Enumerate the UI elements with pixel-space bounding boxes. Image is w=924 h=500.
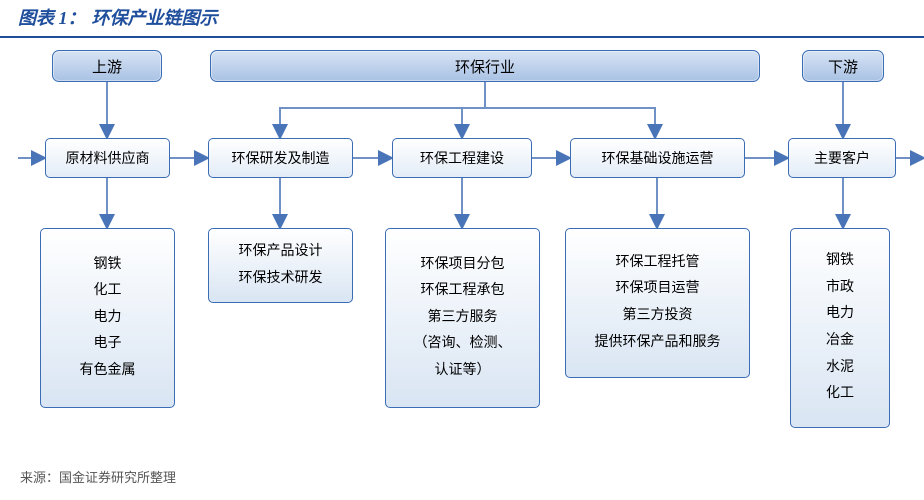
- flow-operation: 环保基础设施运营: [570, 138, 745, 178]
- detail-construction-detail: 环保项目分包环保工程承包第三方服务（咨询、检测、认证等）: [385, 228, 540, 408]
- flow-row: 原材料供应商环保研发及制造环保工程建设环保基础设施运营 主要客户: [0, 138, 924, 180]
- detail-line: 化工: [826, 381, 854, 408]
- detail-line: 环保技术研发: [239, 266, 323, 293]
- source-text: 来源：国金证券研究所整理: [20, 467, 176, 486]
- detail-line: 环保工程承包: [421, 278, 505, 305]
- detail-operation-detail: 环保工程托管环保项目运营第三方投资提供环保产品和服务: [565, 228, 750, 378]
- detail-line: 环保产品设计: [239, 239, 323, 266]
- diagram-area: 上游 环保行业 下游 原材料供应商环保研发及制造环保工程建设环保基础设施运营 主要客户…: [0, 38, 924, 458]
- header-upstream: 上游: [52, 50, 162, 82]
- detail-supplier-detail: 钢铁化工电力电子有色金属: [40, 228, 175, 408]
- detail-line: 第三方投资: [623, 303, 693, 330]
- flow-construction: 环保工程建设: [392, 138, 532, 178]
- title-prefix: 图表 1：: [18, 4, 86, 30]
- header-row: 上游 环保行业 下游: [0, 50, 924, 84]
- detail-line: （咨询、检测、: [414, 331, 512, 358]
- detail-line: 化工: [94, 278, 122, 305]
- detail-line: 钢铁: [826, 248, 854, 275]
- detail-rd-detail: 环保产品设计环保技术研发: [208, 228, 353, 303]
- flow-customer: 主要客户: [788, 138, 896, 178]
- detail-customer-detail: 钢铁市政电力冶金水泥化工: [790, 228, 890, 428]
- detail-line: 环保工程托管: [616, 250, 700, 277]
- detail-line: 钢铁: [94, 252, 122, 279]
- flow-rd: 环保研发及制造: [208, 138, 353, 178]
- detail-line: 市政: [826, 275, 854, 302]
- header-industry: 环保行业: [210, 50, 760, 82]
- detail-line: 冶金: [826, 328, 854, 355]
- detail-line: 水泥: [826, 355, 854, 382]
- header-downstream: 下游: [802, 50, 884, 82]
- detail-line: 提供环保产品和服务: [595, 330, 721, 357]
- detail-line: 认证等）: [435, 358, 491, 385]
- detail-line: 有色金属: [80, 358, 136, 385]
- detail-line: 第三方服务: [428, 305, 498, 332]
- detail-line: 电子: [94, 331, 122, 358]
- detail-line: 电力: [94, 305, 122, 332]
- title-bar: 图表 1： 环保产业链图示: [0, 0, 924, 38]
- detail-line: 环保项目分包: [421, 252, 505, 279]
- detail-line: 电力: [826, 301, 854, 328]
- title-text: 环保产业链图示: [92, 4, 218, 30]
- detail-line: 环保项目运营: [616, 276, 700, 303]
- flow-supplier: 原材料供应商: [45, 138, 170, 178]
